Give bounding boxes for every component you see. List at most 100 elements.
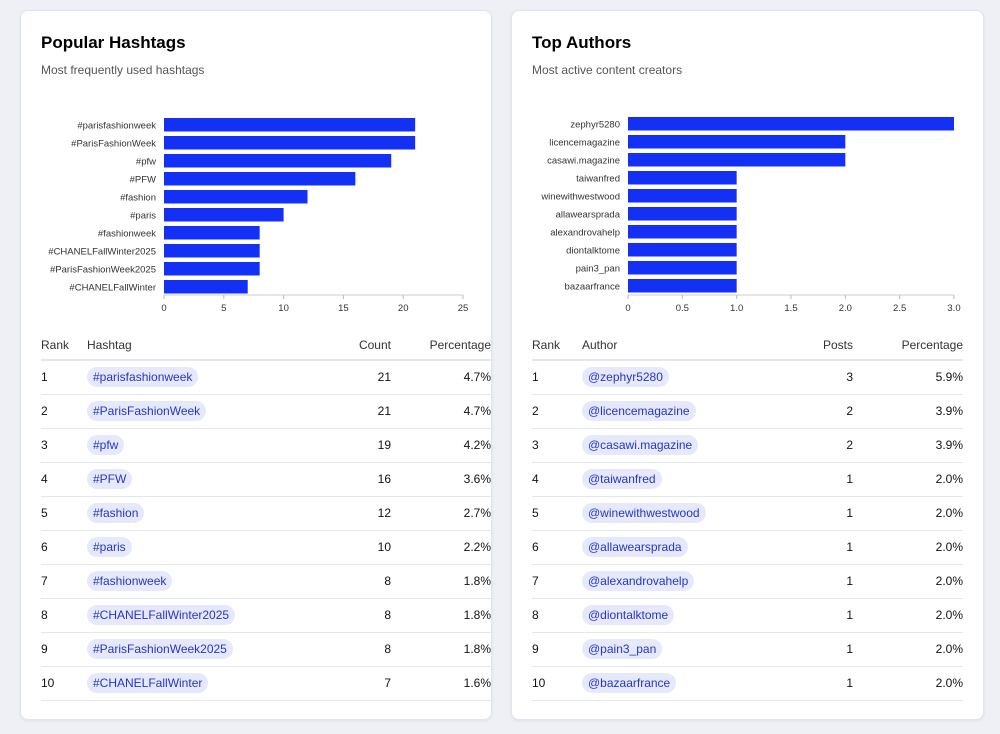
percentage-column-header: Percentage	[391, 334, 491, 361]
table-row: 3 #pfw 19 4.2%	[41, 428, 491, 463]
table-row: 6 @allawearsprada 1 2.0%	[532, 530, 963, 565]
rank-cell: 7	[41, 564, 87, 599]
hashtag-tag[interactable]: #fashion	[87, 503, 145, 523]
bar	[164, 136, 416, 150]
table-row: 7 @alexandrovahelp 1 2.0%	[532, 564, 963, 599]
count-cell: 2	[792, 428, 853, 463]
percentage-cell: 2.0%	[853, 564, 963, 599]
count-cell: 16	[301, 462, 391, 497]
author-cell: @zephyr5280	[582, 360, 792, 395]
rank-cell: 2	[532, 394, 582, 429]
table-row: 10 #CHANELFallWinter 7 1.6%	[41, 666, 491, 701]
percentage-cell: 3.6%	[391, 462, 491, 497]
percentage-cell: 1.8%	[391, 598, 491, 633]
percentage-cell: 2.0%	[853, 598, 963, 633]
author-tag[interactable]: @casawi.magazine	[582, 435, 699, 455]
card-subtitle: Most frequently used hashtags	[41, 63, 205, 77]
card-subtitle: Most active content creators	[532, 63, 683, 77]
author-tag[interactable]: @diontalktome	[582, 605, 675, 625]
hashtag-tag[interactable]: #ParisFashionWeek2025	[87, 639, 233, 659]
count-cell: 8	[301, 632, 391, 667]
x-tick-label: 3.0	[947, 303, 960, 314]
table-row: 2 #ParisFashionWeek 21 4.7%	[41, 394, 491, 429]
hashtag-cell: #fashion	[87, 496, 301, 531]
table-row: 7 #fashionweek 8 1.8%	[41, 564, 491, 599]
percentage-cell: 2.0%	[853, 462, 963, 497]
author-cell: @pain3_pan	[582, 632, 792, 667]
category-label: pain3_pan	[576, 263, 620, 274]
count-cell: 8	[301, 564, 391, 599]
author-tag[interactable]: @licencemagazine	[582, 401, 696, 421]
count-cell: 1	[792, 666, 853, 701]
rank-cell: 5	[41, 496, 87, 531]
count-cell: 1	[792, 632, 853, 667]
bar	[164, 226, 260, 240]
author-tag[interactable]: @pain3_pan	[582, 639, 663, 659]
author-cell: @allawearsprada	[582, 530, 792, 565]
hashtag-tag[interactable]: #fashionweek	[87, 571, 173, 591]
rank-cell: 9	[532, 632, 582, 667]
author-cell: @licencemagazine	[582, 394, 792, 429]
hashtag-tag[interactable]: #parisfashionweek	[87, 367, 199, 388]
x-tick-label: 1.5	[784, 303, 797, 314]
author-tag[interactable]: @taiwanfred	[582, 469, 662, 489]
category-label: #CHANELFallWinter2025	[48, 246, 156, 257]
author-tag[interactable]: @winewithwestwood	[582, 503, 706, 523]
bar	[628, 261, 737, 275]
table-row: 9 #ParisFashionWeek2025 8 1.8%	[41, 632, 491, 667]
author-tag[interactable]: @zephyr5280	[582, 367, 669, 388]
count-cell: 10	[301, 530, 391, 565]
rank-cell: 2	[41, 394, 87, 429]
table-row: 8 #CHANELFallWinter2025 8 1.8%	[41, 598, 491, 633]
bar	[164, 208, 284, 222]
rank-cell: 4	[41, 462, 87, 497]
hashtag-cell: #fashionweek	[87, 564, 301, 599]
table-row: 4 #PFW 16 3.6%	[41, 462, 491, 497]
table-row: 5 @winewithwestwood 1 2.0%	[532, 496, 963, 531]
author-tag[interactable]: @allawearsprada	[582, 537, 688, 557]
hashtag-tag[interactable]: #paris	[87, 537, 132, 557]
bar	[628, 171, 737, 185]
category-label: #parisfashionweek	[77, 120, 156, 131]
category-label: allawearsprada	[556, 209, 621, 220]
hashtag-tag[interactable]: #CHANELFallWinter2025	[87, 605, 236, 625]
percentage-cell: 4.2%	[391, 428, 491, 463]
category-label: #fashionweek	[98, 228, 156, 239]
author-cell: @diontalktome	[582, 598, 792, 633]
hashtag-cell: #pfw	[87, 428, 301, 463]
bar	[164, 118, 416, 132]
author-tag[interactable]: @alexandrovahelp	[582, 571, 695, 591]
rank-cell: 10	[532, 666, 582, 701]
x-tick-label: 15	[338, 303, 349, 314]
hashtag-cell: #ParisFashionWeek	[87, 394, 301, 429]
rank-cell: 3	[532, 428, 582, 463]
hashtag-cell: #paris	[87, 530, 301, 565]
x-tick-label: 2.0	[839, 303, 852, 314]
bar	[164, 172, 356, 186]
author-cell: @winewithwestwood	[582, 496, 792, 531]
author-column-header: Author	[582, 334, 792, 361]
hashtag-tag[interactable]: #pfw	[87, 435, 125, 455]
bar	[628, 117, 954, 131]
table-row: 10 @bazaarfrance 1 2.0%	[532, 666, 963, 701]
hashtag-tag[interactable]: #ParisFashionWeek	[87, 401, 207, 421]
author-tag[interactable]: @bazaarfrance	[582, 673, 677, 693]
hashtag-tag[interactable]: #CHANELFallWinter	[87, 673, 209, 693]
count-cell: 1	[792, 564, 853, 599]
count-column-header: Count	[301, 334, 391, 361]
hashtag-tag[interactable]: #PFW	[87, 469, 133, 489]
posts-column-header: Posts	[792, 334, 853, 361]
rank-cell: 7	[532, 564, 582, 599]
bar	[164, 154, 392, 168]
table-row: 2 @licencemagazine 2 3.9%	[532, 394, 963, 429]
author-cell: @alexandrovahelp	[582, 564, 792, 599]
card-title: Popular Hashtags	[41, 33, 186, 52]
count-cell: 2	[792, 394, 853, 429]
bar	[628, 189, 737, 203]
card-title: Top Authors	[532, 33, 632, 52]
rank-cell: 1	[532, 360, 582, 395]
top-authors-card: Top Authors Most active content creators…	[511, 10, 984, 720]
hashtags-bar-chart: #parisfashionweek #ParisFashionWeek #pfw #P…	[21, 101, 493, 326]
category-label: taiwanfred	[576, 173, 620, 184]
percentage-cell: 2.0%	[853, 496, 963, 531]
